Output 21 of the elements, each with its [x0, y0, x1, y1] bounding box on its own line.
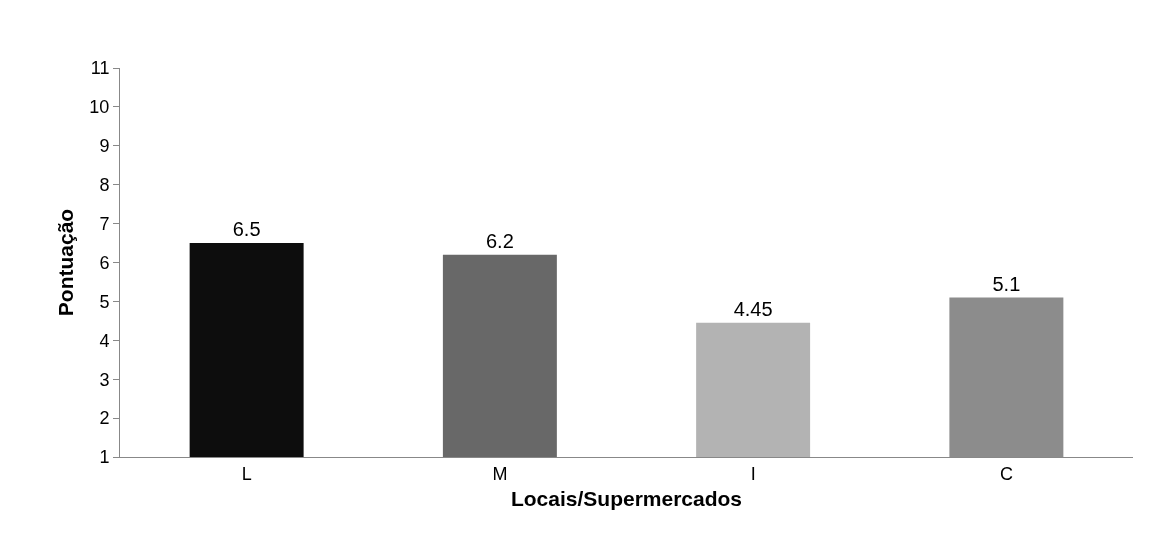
y-tick-label: 2 [99, 408, 110, 429]
data-label: 6.2 [485, 229, 514, 252]
y-tick-label: 11 [90, 58, 110, 79]
x-tick-label: M [492, 463, 508, 484]
y-tick-label: 6 [99, 252, 110, 273]
data-label: 4.45 [733, 297, 773, 320]
x-tick-label: C [999, 463, 1013, 484]
y-tick-label: 8 [99, 175, 110, 195]
data-label: 5.1 [992, 272, 1021, 295]
y-tick-label: 9 [99, 136, 110, 157]
y-tick-label: 3 [99, 369, 110, 390]
y-tick-label: 4 [99, 330, 110, 351]
x-axis-title: Locais/Supermercados [510, 486, 743, 510]
y-tick-label: 7 [99, 213, 110, 234]
y-axis-title: Pontuação [53, 208, 77, 317]
y-tick-label: 1 [99, 447, 110, 468]
y-tick-label: 10 [89, 97, 110, 118]
y-tick-label: 5 [99, 291, 110, 312]
x-tick-label: I [750, 463, 756, 484]
data-label: 6.5 [232, 218, 261, 241]
x-tick-label: L [241, 463, 252, 484]
